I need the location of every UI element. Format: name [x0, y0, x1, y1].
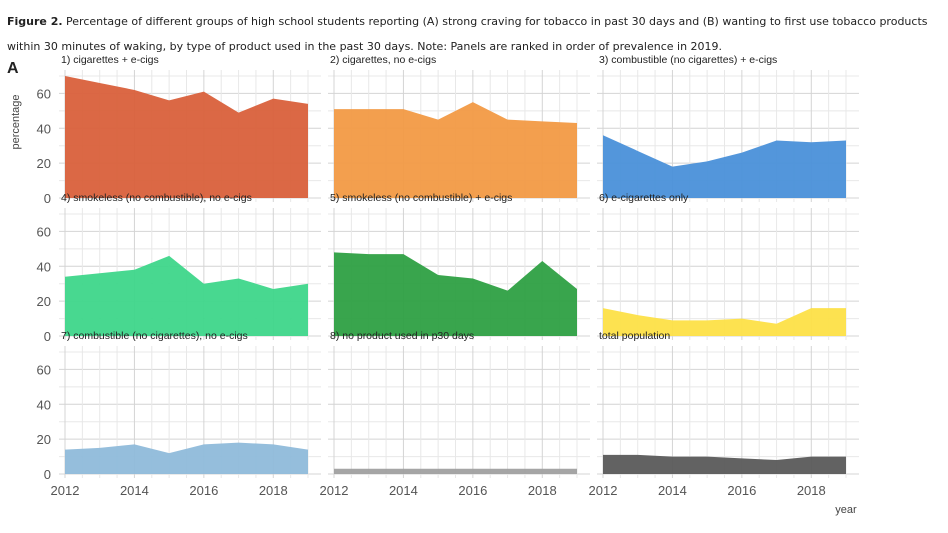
x-tick-label: 2014 — [389, 483, 418, 498]
x-tick-label: 2012 — [589, 483, 618, 498]
y-tick-label: 20 — [37, 156, 51, 171]
figure-caption: Figure 2. Percentage of different groups… — [7, 9, 943, 59]
panel-title: 8) no product used in p30 days — [330, 330, 474, 342]
panel-title: total population — [599, 330, 670, 342]
caption-label: Figure 2. — [7, 15, 63, 28]
panel-letter: A — [7, 60, 19, 77]
area-series — [65, 76, 308, 198]
y-tick-label: 0 — [44, 191, 51, 206]
y-tick-label: 60 — [37, 224, 51, 239]
x-tick-label: 2018 — [797, 483, 826, 498]
x-tick-label: 2012 — [51, 483, 80, 498]
panel-title: 7) combustible (no cigarettes), no e-cig… — [61, 330, 248, 342]
y-tick-label: 40 — [37, 259, 51, 274]
x-tick-label: 2014 — [120, 483, 149, 498]
area-series — [603, 135, 846, 198]
area-series — [65, 442, 308, 474]
area-series — [65, 255, 308, 336]
x-tick-label: 2016 — [458, 483, 487, 498]
panel-title: 5) smokeless (no combustible) + e-cigs — [330, 192, 512, 204]
x-tick-label: 2014 — [658, 483, 687, 498]
panel-title: 2) cigarettes, no e-cigs — [330, 54, 436, 66]
caption-text: Percentage of different groups of high s… — [7, 15, 928, 53]
x-tick-label: 2012 — [320, 483, 349, 498]
x-tick-label: 2018 — [259, 483, 288, 498]
panel-title: 4) smokeless (no combustible), no e-cigs — [61, 192, 252, 204]
area-series — [603, 308, 846, 336]
area-series — [334, 468, 577, 474]
y-tick-label: 20 — [37, 294, 51, 309]
panel-title: 1) cigarettes + e-cigs — [61, 54, 159, 66]
x-tick-label: 2018 — [528, 483, 557, 498]
panel-title: 3) combustible (no cigarettes) + e-cigs — [599, 54, 777, 66]
y-tick-label: 40 — [37, 397, 51, 412]
y-tick-label: 40 — [37, 121, 51, 136]
y-tick-label: 20 — [37, 432, 51, 447]
x-tick-label: 2016 — [189, 483, 218, 498]
y-tick-label: 0 — [44, 329, 51, 344]
y-tick-label: 60 — [37, 86, 51, 101]
area-series — [334, 102, 577, 198]
panel-title: 6) e-cigarettes only — [599, 192, 689, 204]
y-tick-label: 0 — [44, 467, 51, 482]
x-axis-label: year — [835, 504, 857, 516]
area-series — [334, 252, 577, 336]
y-tick-label: 60 — [37, 362, 51, 377]
x-tick-label: 2016 — [727, 483, 756, 498]
y-axis-label: percentage — [10, 94, 22, 149]
area-series — [603, 454, 846, 474]
